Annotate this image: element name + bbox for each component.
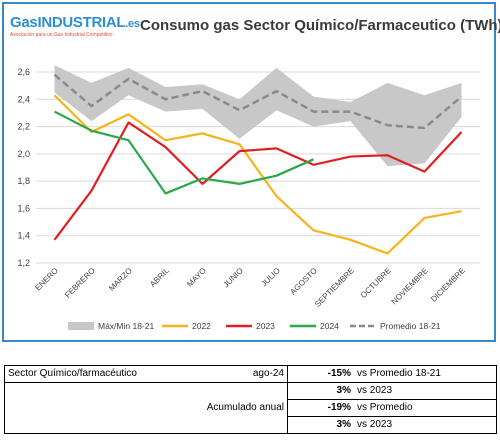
sector-label: Sector Químico/farmacéutico	[4, 365, 201, 383]
series-line-promedio-18-21	[53, 73, 463, 130]
row3-text: vs Promedio	[354, 399, 497, 417]
x-tick-label: MAYO	[185, 266, 208, 289]
logo-suffix: .es	[125, 18, 140, 30]
legend-label: Máx/Min 18-21	[98, 321, 154, 331]
row4-text: vs 2023	[354, 416, 497, 434]
logo-text: GasINDUSTRIAL	[10, 14, 126, 31]
x-tick-label: ENERO	[33, 266, 59, 292]
summary-table: Sector Químico/farmacéutico ago-24 -15% …	[4, 365, 497, 434]
row2-text: vs 2023	[354, 382, 497, 400]
series-line-2024	[53, 110, 314, 195]
y-tick-label: 1,6	[17, 203, 30, 213]
x-tick-label: SEPTIEMBRE	[313, 266, 356, 309]
y-tick-label: 2,2	[17, 122, 30, 132]
logo-tagline: Asociación para un Gas Industrial Compet…	[10, 32, 113, 38]
legend-label: Promedio 18-21	[380, 321, 441, 331]
x-tick-label: MARZO	[107, 266, 134, 293]
x-tick-label: JULIO	[260, 266, 282, 288]
series-line-2022	[53, 94, 462, 255]
y-tick-label: 1,4	[17, 231, 30, 241]
x-tick-label: JUNIO	[222, 266, 245, 289]
legend-swatch	[68, 322, 94, 330]
row1-value: -15%	[287, 365, 354, 383]
period-label: ago-24	[201, 365, 288, 383]
legend-label: 2024	[320, 321, 339, 331]
y-tick-label: 2,0	[17, 149, 30, 159]
x-tick-label: OCTUBRE	[359, 266, 393, 300]
line-chart: 1,2 1,4 1,6 1,8 2,0 2,2 2,4 2,6 ENERO FEBRERO MARZ…	[17, 65, 480, 331]
legend-label: 2023	[256, 321, 275, 331]
x-tick-label: AGOSTO	[288, 266, 318, 296]
row3-value: -19%	[287, 399, 354, 417]
band-max-min-area	[54, 65, 462, 167]
row4-value: 3%	[287, 416, 354, 434]
cumulative-label: Acumulado anual	[201, 399, 288, 417]
chart-frame	[2, 2, 496, 342]
x-tick-label: FEBRERO	[63, 266, 97, 300]
series-line-2023	[53, 121, 463, 241]
row1-text: vs Promedio 18-21	[354, 365, 497, 383]
y-tick-label: 2,6	[17, 67, 30, 77]
y-tick-label: 1,2	[17, 258, 30, 268]
logo: GasINDUSTRIAL.es Asociación para un Gas …	[10, 14, 140, 50]
x-tick-label: NOVIEMBRE	[390, 266, 430, 306]
y-tick-label: 2,4	[17, 94, 30, 104]
row2-value: 3%	[287, 382, 354, 400]
x-tick-label: DICIEMBRE	[429, 266, 467, 304]
chart-title: Consumo gas Sector Químico/Farmaceutico …	[140, 17, 500, 34]
legend-label: 2022	[192, 321, 211, 331]
x-tick-label: ABRIL	[148, 266, 171, 289]
y-tick-label: 1,8	[17, 176, 30, 186]
